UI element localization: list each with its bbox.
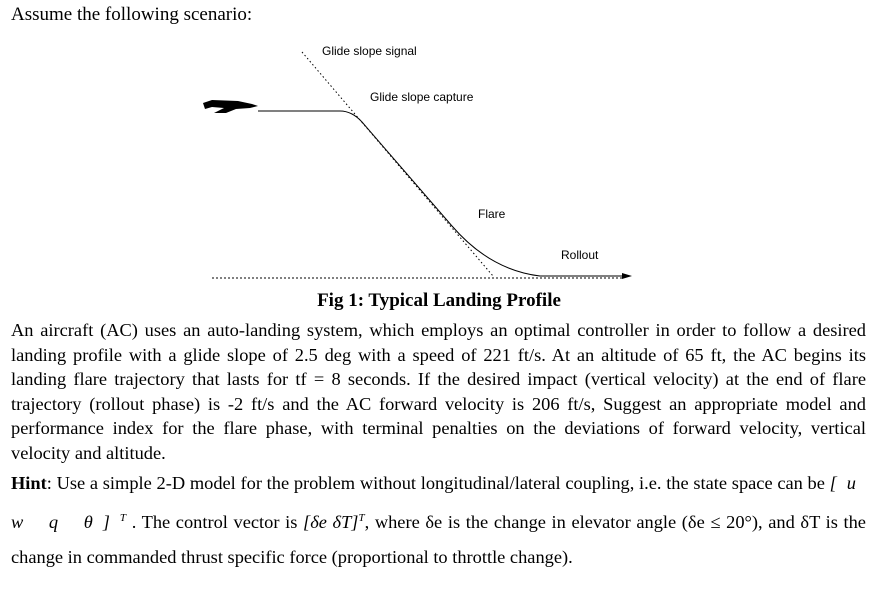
- control-vector-transpose: T: [358, 512, 365, 524]
- state-vector: [u w q θ]: [11, 473, 866, 533]
- hint-part3: , where δe is the change in elevator ang…: [11, 512, 866, 568]
- control-vector: [δe δT]: [303, 512, 359, 533]
- glide-slope-capture-label: Glide slope capture: [370, 90, 474, 104]
- rollout-arrow-icon: [622, 273, 632, 279]
- rollout-label: Rollout: [561, 248, 599, 262]
- hint-label: Hint: [11, 473, 47, 493]
- hint-part1: : Use a simple 2-D model for the problem…: [46, 473, 825, 493]
- glide-slope-signal-line: [301, 51, 494, 277]
- intro-text: Assume the following scenario:: [11, 4, 253, 25]
- aircraft-icon: [203, 100, 258, 113]
- flare-label: Flare: [478, 207, 506, 221]
- landing-trajectory: [258, 110, 625, 277]
- landing-profile-figure: Glide slope signal Glide slope capture F…: [203, 44, 632, 279]
- glide-slope-signal-label: Glide slope signal: [322, 44, 417, 58]
- hint-part2: . The control vector is: [131, 512, 298, 533]
- problem-paragraph: An aircraft (AC) uses an auto-landing sy…: [11, 320, 866, 463]
- hint-paragraph: Hint: Use a simple 2-D model for the pro…: [11, 466, 866, 575]
- figure-caption: Fig 1: Typical Landing Profile: [317, 290, 561, 311]
- state-vector-transpose: T: [119, 512, 127, 524]
